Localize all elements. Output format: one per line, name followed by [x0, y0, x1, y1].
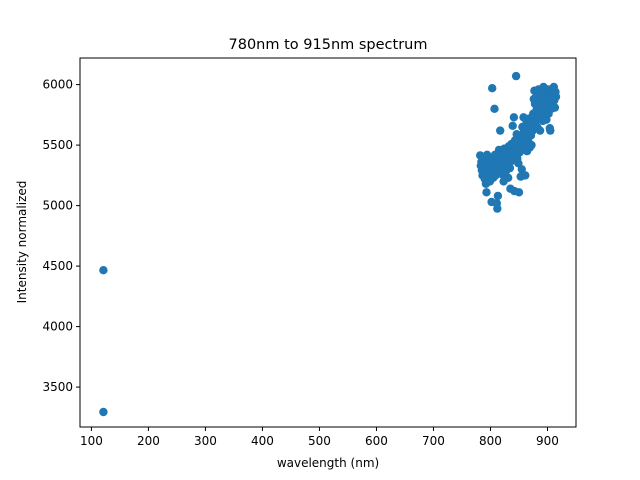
y-tick-label: 5000	[42, 199, 73, 213]
data-point	[505, 163, 515, 173]
y-tick-label: 4500	[42, 259, 73, 273]
y-tick-label: 4000	[42, 320, 73, 334]
x-tick-label: 300	[194, 434, 217, 448]
y-tick-label: 3500	[42, 380, 73, 394]
data-point	[546, 126, 555, 135]
x-tick-label: 900	[536, 434, 559, 448]
data-point	[504, 173, 513, 182]
x-tick-label: 700	[422, 434, 445, 448]
data-point	[509, 113, 519, 122]
data-points	[99, 71, 561, 417]
data-point	[527, 140, 536, 150]
plot-frame	[79, 57, 577, 428]
x-tick-label: 200	[137, 434, 160, 448]
data-point	[550, 103, 560, 112]
data-point	[535, 126, 545, 135]
data-point	[508, 121, 517, 130]
data-point	[99, 266, 108, 275]
x-tick-label: 800	[479, 434, 502, 448]
data-point	[482, 188, 491, 197]
x-tick-label: 600	[365, 434, 388, 448]
x-tick-label: 400	[251, 434, 274, 448]
data-point	[99, 407, 108, 417]
x-axis-label: wavelength (nm)	[277, 456, 379, 470]
y-axis-label: Intensity normalized	[15, 181, 29, 304]
data-point	[551, 92, 561, 101]
y-axis-ticks: 3500 4000 4500 5000 5500 6000	[42, 78, 80, 394]
data-point	[521, 171, 530, 180]
x-tick-label: 100	[80, 434, 103, 448]
x-axis-ticks: 100 200 300 400 500 600 700 800 900	[80, 427, 559, 448]
data-point	[488, 84, 497, 93]
y-tick-label: 5500	[42, 138, 73, 152]
chart-title: 780nm to 915nm spectrum	[229, 37, 428, 53]
data-point	[493, 191, 503, 201]
x-tick-label: 500	[308, 434, 331, 448]
y-tick-label: 6000	[42, 78, 73, 92]
data-point	[496, 126, 505, 135]
data-point	[493, 204, 502, 213]
data-point	[490, 104, 499, 114]
data-point	[517, 165, 526, 174]
data-point	[514, 188, 524, 197]
data-point	[511, 71, 521, 81]
